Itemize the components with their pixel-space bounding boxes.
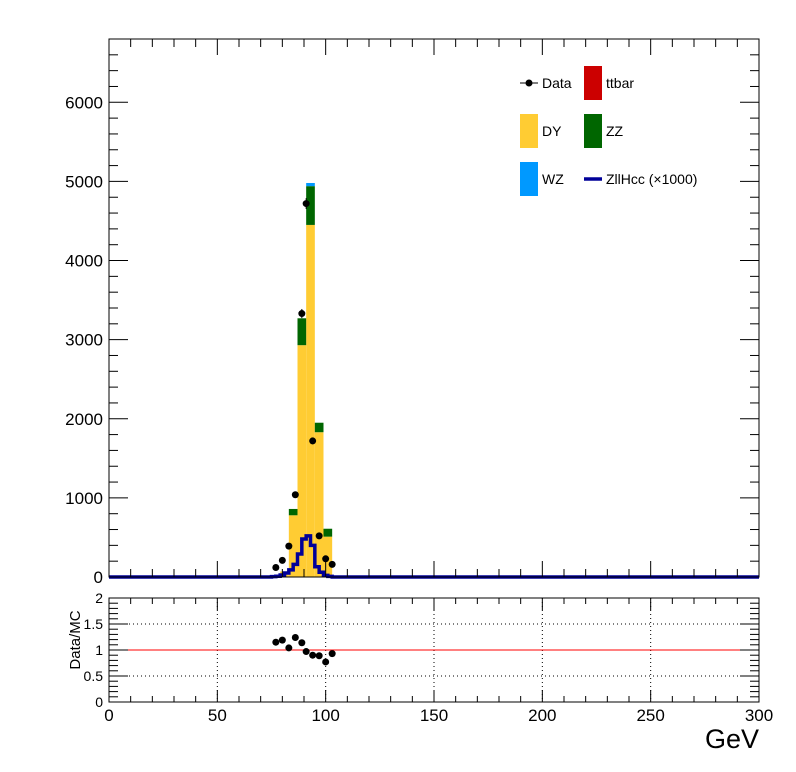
legend-marker (525, 79, 533, 87)
legend-label: ttbar (606, 75, 634, 91)
legend-swatch (584, 66, 602, 100)
x-tick-label: 100 (311, 706, 339, 725)
x-axis-title: GeV (705, 724, 759, 754)
signal-line (109, 534, 759, 579)
legend-swatch (584, 114, 602, 148)
legend-item-data: Data (520, 75, 572, 91)
ratio-y-tick-label: 1 (95, 642, 103, 658)
legend-label: ZZ (606, 123, 624, 139)
ratio-point (309, 651, 317, 659)
bar-zz (297, 318, 307, 346)
data-point (328, 560, 336, 568)
ratio-point (298, 639, 306, 647)
legend-label: WZ (542, 171, 564, 187)
ratio-y-tick-label: 2 (95, 590, 103, 606)
x-tick-label: 50 (208, 706, 227, 725)
ratio-yticks: 0 0.5 1 1.5 2 (84, 590, 759, 710)
data-point (322, 555, 330, 563)
x-tick-label: 250 (636, 706, 664, 725)
ratio-point (322, 658, 330, 666)
ratio-xticks: 0 50 100 150 200 250 300 (104, 598, 773, 725)
legend-swatch (520, 162, 538, 196)
main-yticks: 0 1000 2000 3000 4000 5000 6000 (65, 38, 759, 587)
main-panel: 0 1000 2000 3000 4000 5000 6000 Data ttbar DY ZZ W… (65, 38, 760, 587)
data-point (302, 200, 310, 208)
y-tick-label: 5000 (65, 172, 103, 191)
ratio-y-tick-label: 0 (95, 694, 103, 710)
bar-wz (306, 182, 315, 187)
ratio-panel: 0 50 100 150 200 250 300 0 0.5 1 1.5 2 Data/MC GeV (67, 590, 773, 754)
data-point (272, 564, 280, 572)
data-point (285, 542, 293, 550)
legend-label: ZllHcc (×1000) (606, 171, 697, 187)
data-point (291, 491, 299, 499)
legend-item-ttbar: ttbar (584, 66, 634, 100)
data-point (309, 437, 317, 445)
ratio-point (328, 650, 336, 658)
main-stack (271, 182, 333, 578)
y-tick-label: 6000 (65, 93, 103, 112)
x-tick-label: 0 (104, 706, 113, 725)
main-signal (109, 534, 759, 579)
legend-label: DY (542, 123, 562, 139)
legend-item-zz: ZZ (584, 114, 624, 148)
ratio-point (291, 634, 299, 642)
y-tick-label: 2000 (65, 410, 103, 429)
data-point (278, 556, 286, 564)
legend-label: Data (542, 75, 572, 91)
ratio-y-tick-label: 0.5 (84, 668, 104, 684)
bar-zz (323, 528, 333, 537)
legend: Data ttbar DY ZZ WZ ZllHcc (×1000) (520, 66, 697, 196)
ratio-point (272, 638, 280, 646)
bar-dy (306, 224, 315, 578)
bar-dy (314, 432, 324, 577)
bar-dy (288, 515, 298, 577)
data-point (298, 310, 306, 318)
ratio-point (315, 652, 323, 660)
y-tick-label: 0 (94, 568, 103, 587)
x-tick-label: 200 (528, 706, 556, 725)
legend-swatch (520, 114, 538, 148)
ratio-y-axis-title: Data/MC (67, 610, 84, 669)
ratio-point (302, 648, 310, 656)
x-tick-label: 300 (745, 706, 773, 725)
ratio-point (285, 644, 293, 652)
main-xticks (108, 39, 760, 577)
legend-item-wz: WZ (520, 162, 564, 196)
y-tick-label: 3000 (65, 331, 103, 350)
ratio-data (272, 634, 336, 666)
y-tick-label: 1000 (65, 489, 103, 508)
ratio-point (278, 636, 286, 644)
bar-zz (288, 508, 298, 516)
bar-zz (306, 186, 315, 225)
data-point (315, 532, 323, 540)
x-tick-label: 150 (420, 706, 448, 725)
bar-zz (314, 422, 324, 433)
main-frame (108, 38, 760, 578)
legend-item-dy: DY (520, 114, 562, 148)
y-tick-label: 4000 (65, 252, 103, 271)
ratio-y-tick-label: 1.5 (84, 616, 104, 632)
bar-dy (297, 345, 307, 577)
legend-item-zllhcc: ZllHcc (×1000) (584, 171, 697, 187)
main-data (272, 198, 336, 572)
